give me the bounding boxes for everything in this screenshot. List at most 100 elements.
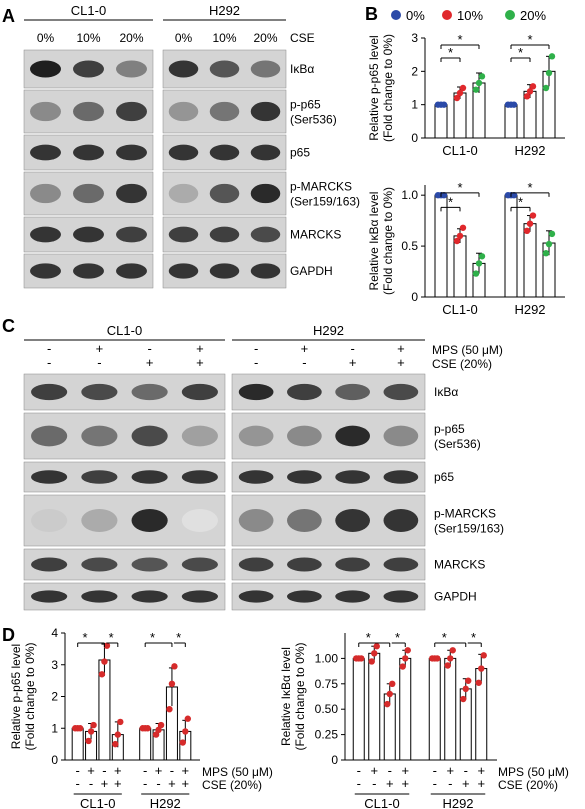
panel-b-bottom-chart-point-0-2-2 [478,253,486,260]
panel-b-top-chart-point-0-2-0 [472,86,480,93]
panel-a-blot-0-4-band-0 [30,226,61,243]
panel-a-blot-1-4-band-2 [250,226,281,243]
panel-b-bottom-chart-category-1: H292 [514,302,545,317]
panel-d-left-chart-ytick-label-0: 0 [51,753,58,767]
panel-b-top-chart-ylabel-line-0: Relative p-p65 level [367,35,381,140]
panel-d-left-chart-point-0-2-1 [101,658,108,665]
panel-c-blot-1-5 [231,582,426,611]
panel-d-left-chart-cse-sign-1-0: - [143,776,147,791]
panel-a-dose-0-2: 20% [119,31,143,45]
panel-a-blot-1-4 [162,216,287,253]
panel-b-bottom-chart-sig-inner-1: * [518,194,523,209]
panel-c-blot-1-4-band-2 [335,557,370,572]
panel-d-right-chart-point-1-3-0 [475,679,482,686]
panel-b-bottom-chart-point-0-2-0 [472,270,480,277]
panel-d-left-chart-point-0-3-1 [114,731,122,738]
panel-d-left-chart-mps-label: MPS (50 μM) [202,765,273,779]
panel-a-blot-1-4-band-0 [168,226,199,243]
panel-b-top-chart-point-0-0-2 [440,101,448,108]
panel-d-left-chart-sig-a-star-1: * [150,630,155,645]
panel-d-right-chart-ylabel-line-0: Relative IκBα level [279,647,293,746]
panel-c-mps-sign-1-2: - [350,341,354,356]
panel-a-cell-label-1: H292 [209,3,240,18]
panel-a-blot-0-3-band-0 [30,183,61,204]
panel-b-top-chart-point-0-2-2 [478,73,486,80]
panel-a-blot-0-0-band-1 [73,60,104,78]
panel-d-right-chart-point-0-1-2 [373,643,380,650]
panel-a-blot-1-0 [162,49,287,89]
panel-c-cse-sign-0-2: + [146,355,154,370]
panel-b-top-chart-ylabel-line-1: (Fold change to 0%) [381,34,395,142]
panel-d-left-chart-sig-a-star-0: * [83,630,88,645]
panel-c-blot-1-1 [231,412,426,460]
panel-c-blot-0-1-band-1 [81,425,118,447]
panel-b-bottom-chart-point-1-1-1 [526,220,534,227]
panel-d-right-chart-ylabel-line-1: (Fold change to 0%) [293,642,307,750]
panel-b-top-chart-point-1-1-0 [523,93,531,100]
panel-d-left-chart-point-0-1-2 [90,721,97,729]
panel-d-left-chart-bar-0-0 [71,727,84,761]
panel-b-bottom-chart-bar-1-1 [523,223,537,298]
panel-c-blot-1-4-band-1 [287,557,322,572]
panel-a-blot-0-5-band-1 [73,263,104,279]
panel-a-blot-1-0-band-0 [168,60,199,78]
panel-c-blot-0-2-band-3 [181,470,218,484]
panel-c-protein-0-line-0: IκBα [434,385,458,399]
panel-b-legend-label-0: 0% [406,8,425,23]
panel-c-blot-1-5-band-2 [335,590,370,603]
panel-c-blot-1-0-band-3 [383,383,419,401]
panel-a-blot-1-2 [162,134,287,171]
panel-a-blot-1-1-band-2 [250,101,281,122]
panel-b-top-chart-point-0-1-1 [456,89,464,97]
panel-a-blot-1-2-band-1 [209,144,240,161]
panel-c-blot-0-4 [23,548,226,581]
panel-d-right-chart-bar-0-3 [399,657,412,761]
panel-a-blot-1-2-band-2 [250,144,281,161]
panel-b-bottom-chart-sig-outer-1: * [527,180,532,195]
panel-b-top-chart-ytick-label-0: 0 [411,131,418,145]
panel-c-blot-1-0-band-1 [287,383,322,401]
panel-c-blot-0-0 [23,373,226,411]
panel-a-protein-1-line-1: (Ser536) [290,113,337,127]
panel-b-top-chart-point-1-2-0 [542,84,550,92]
panel-b-bottom-chart-ytick-label-0: 0 [411,290,418,304]
panel-c-blot-1-2-band-2 [335,470,370,484]
panel-d-left-chart-cse-sign-1-2: + [168,776,176,791]
panel-d-right-chart-point-0-0-2 [358,655,365,662]
panel-c-blot-0-1 [23,412,226,460]
panel-d-left-chart-ylabel-line-1: (Fold change to 0%) [23,642,37,750]
panel-a-blot-0-5 [23,253,154,289]
panel-b-top-chart-sig-outer-0: * [457,32,462,47]
panel-c-mps-sign-1-0: - [254,341,258,356]
panel-c-blot-1-4-band-0 [238,557,274,572]
panel-b-bottom-chart-sig-inner-0: * [448,194,453,209]
panel-c-blot-0-3-band-1 [81,509,118,532]
panel-d-right-chart-point-0-2-1 [386,690,393,698]
panel-a-blot-0-1-band-2 [116,101,147,122]
panel-c-letter: C [2,316,15,336]
panel-d-right-chart-point-0-1-0 [368,658,375,665]
panel-a-blot-1-3-band-2 [250,183,281,204]
panel-d-left-chart-mps-sign-0-2: - [102,763,106,778]
panel-c-blot-0-5-band-2 [131,590,168,603]
panel-a-protein-3-line-1: (Ser159/163) [290,195,360,209]
panel-d-right-chart-sig-a-star-0: * [366,630,371,645]
panel-c-blot-1-3 [231,494,426,547]
panel-c-blot-0-5-band-1 [81,590,118,603]
panel-d-left-chart-mps-sign-0-3: + [114,763,122,778]
panel-c-blot-1-5-band-1 [287,590,322,603]
panel-a-blot-0-3-band-2 [116,183,147,204]
panel-d-right-chart-mps-label: MPS (50 μM) [498,765,569,779]
panel-a-blot-1-0-band-2 [250,60,281,78]
panel-d-left-chart-point-1-3-0 [179,739,187,746]
panel-d-left-chart-category-1: H292 [150,796,181,809]
panel-b-legend-marker-0 [391,10,401,20]
panel-b-bottom-chart-bar-0-1 [453,235,467,298]
panel-d-right-chart-sig-b-star-1: * [471,630,476,645]
panel-b-top-chart-point-1-2-2 [548,53,556,60]
panel-a-protein-0-line-0: IκBα [290,62,314,76]
panel-d-right-chart-cse-sign-1-2: + [462,776,470,791]
panel-a-cse-label: CSE [290,31,315,45]
panel-b-bottom-chart-ylabel-line-1: (Fold change to 0%) [381,187,395,295]
